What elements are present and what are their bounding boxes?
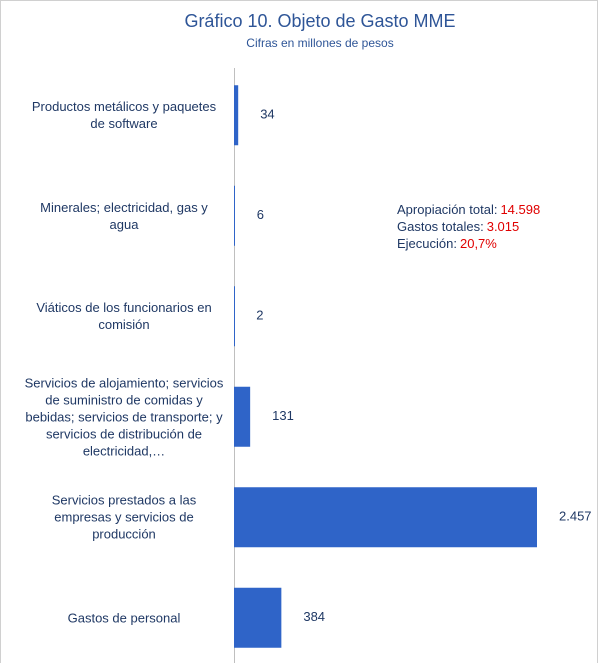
annotation: Apropiación total: 14.598 [397, 202, 540, 217]
bar [234, 487, 537, 548]
annotation: Gastos totales: 3.015 [397, 219, 519, 234]
annotation-label: Apropiación total: [397, 202, 497, 217]
chart-subtitle: Cifras en millones de pesos [246, 36, 393, 50]
annotation: Ejecución: 20,7% [397, 236, 497, 251]
category-label: Viáticos de los funcionarios en comisión [36, 300, 212, 333]
bar [234, 185, 235, 246]
value-label: 2.457 [559, 509, 592, 524]
annotation-label: Ejecución: [397, 236, 457, 251]
value-label: 384 [303, 609, 325, 624]
value-label: 6 [257, 207, 264, 222]
category-label: Minerales; electricidad, gas y agua [40, 199, 208, 232]
annotation-value: 14.598 [500, 202, 540, 217]
value-label: 2 [256, 308, 263, 323]
annotation-value: 3.015 [487, 219, 520, 234]
bar [234, 587, 282, 648]
bar [234, 85, 239, 146]
category-label: Gastos de personal [67, 610, 181, 626]
annotation-label: Gastos totales: [397, 219, 484, 234]
value-label: 131 [272, 408, 294, 423]
category-label: Servicios prestados a las empresas y ser… [51, 492, 197, 542]
value-label: 34 [260, 107, 274, 122]
bar [234, 386, 251, 447]
category-label: Servicios de alojamiento; servicios de s… [24, 375, 224, 459]
bar [234, 286, 235, 347]
category-label: Productos metálicos y paquetes de softwa… [31, 99, 217, 132]
chart-title: Gráfico 10. Objeto de Gasto MME [184, 11, 455, 31]
annotation-value: 20,7% [460, 236, 497, 251]
